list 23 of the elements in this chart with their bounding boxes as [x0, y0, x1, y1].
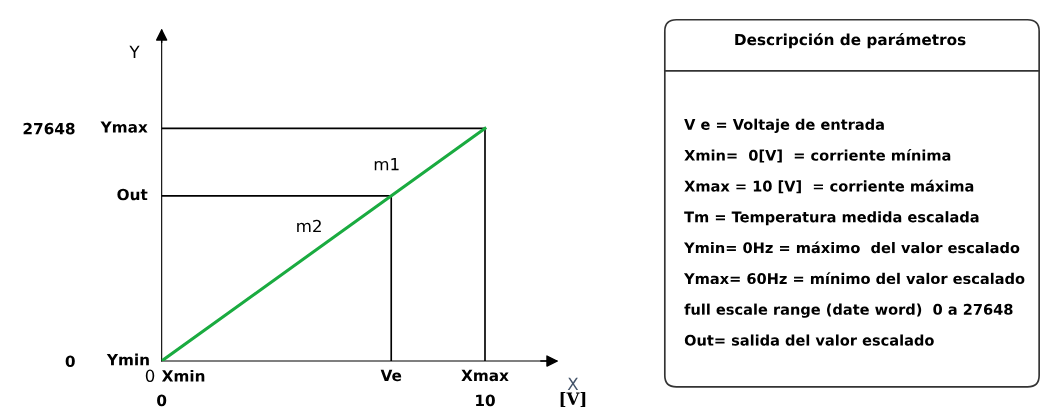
text: [V]	[560, 392, 586, 407]
annotation: m2	[297, 219, 321, 233]
y-axis-title: Y	[129, 45, 140, 58]
text: V e = Voltaje de entrada	[684, 118, 884, 133]
text: full escale range (date word) 0 a 27648	[684, 303, 1013, 318]
text: Out= salida del valor escalado	[684, 334, 934, 346]
ref-line-label: Ve	[380, 369, 402, 382]
ref-line-label: Out	[117, 188, 148, 201]
ref-line-label: Ymax	[100, 121, 148, 133]
text: Xmin= 0[V] = corriente mínima	[684, 148, 951, 163]
text: 0	[145, 369, 155, 383]
text: Tm = Temperatura medida escalada	[684, 211, 979, 226]
x-tick-label: 10	[476, 394, 495, 407]
x-axis-title: X	[567, 377, 579, 390]
text: Ymin	[106, 353, 149, 366]
text: Xmax = 10 [V] = corriente máxima	[684, 179, 974, 194]
annotation: m1	[374, 158, 399, 171]
text: Ymax= 60Hz = mínimo del valor escalado	[683, 272, 1025, 285]
text: Descripción de parámetros	[735, 32, 966, 49]
ref-line-label: Xmax	[461, 369, 509, 382]
y-tick-label: 27648	[23, 122, 75, 135]
text: Xmin	[161, 369, 205, 382]
text: Ymin= 0Hz = máximo del valor escalado	[683, 241, 1020, 254]
